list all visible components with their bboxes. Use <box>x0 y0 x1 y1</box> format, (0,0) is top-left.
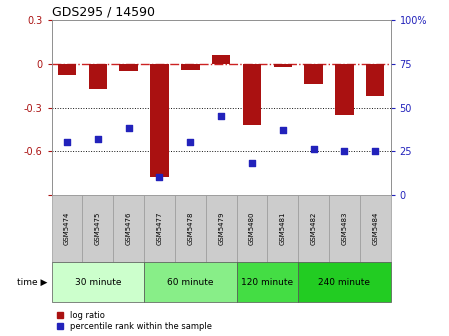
Bar <box>58 64 76 76</box>
Bar <box>144 195 175 262</box>
Bar <box>119 64 138 71</box>
Point <box>187 140 194 145</box>
Bar <box>150 64 169 177</box>
Bar <box>298 195 329 262</box>
Bar <box>366 64 384 96</box>
Legend: log ratio, percentile rank within the sample: log ratio, percentile rank within the sa… <box>56 310 213 332</box>
Point <box>63 140 70 145</box>
Text: GSM5483: GSM5483 <box>341 212 348 245</box>
Point <box>248 161 255 166</box>
Bar <box>267 195 298 262</box>
Text: GDS295 / 14590: GDS295 / 14590 <box>52 6 154 19</box>
Bar <box>88 64 107 89</box>
Point <box>372 149 379 154</box>
Bar <box>298 262 391 302</box>
Bar <box>237 195 267 262</box>
Bar <box>273 64 292 67</box>
Bar <box>181 64 199 70</box>
Text: GSM5478: GSM5478 <box>187 212 194 245</box>
Bar <box>113 195 144 262</box>
Text: GSM5474: GSM5474 <box>64 212 70 245</box>
Text: GSM5479: GSM5479 <box>218 212 224 245</box>
Text: GSM5475: GSM5475 <box>95 212 101 245</box>
Text: GSM5482: GSM5482 <box>311 212 317 245</box>
Bar <box>83 195 113 262</box>
Text: 60 minute: 60 minute <box>167 278 214 287</box>
Point <box>341 149 348 154</box>
Text: time ▶: time ▶ <box>17 278 47 287</box>
Bar <box>52 195 83 262</box>
Point <box>156 175 163 180</box>
Bar <box>52 262 144 302</box>
Bar <box>304 64 323 84</box>
Point <box>217 114 224 119</box>
Point <box>279 128 286 133</box>
Text: 240 minute: 240 minute <box>318 278 370 287</box>
Bar <box>212 55 230 64</box>
Bar <box>237 262 298 302</box>
Bar <box>335 64 354 115</box>
Text: 30 minute: 30 minute <box>75 278 121 287</box>
Bar <box>175 195 206 262</box>
Bar <box>206 195 237 262</box>
Text: GSM5484: GSM5484 <box>372 212 378 245</box>
Bar <box>329 195 360 262</box>
Text: GSM5480: GSM5480 <box>249 212 255 245</box>
Point <box>310 147 317 152</box>
Bar <box>144 262 237 302</box>
Text: GSM5476: GSM5476 <box>126 212 132 245</box>
Text: 120 minute: 120 minute <box>241 278 294 287</box>
Bar <box>243 64 261 125</box>
Bar <box>360 195 391 262</box>
Point <box>94 136 101 142</box>
Text: GSM5481: GSM5481 <box>280 212 286 245</box>
Point <box>125 126 132 131</box>
Text: GSM5477: GSM5477 <box>157 212 163 245</box>
